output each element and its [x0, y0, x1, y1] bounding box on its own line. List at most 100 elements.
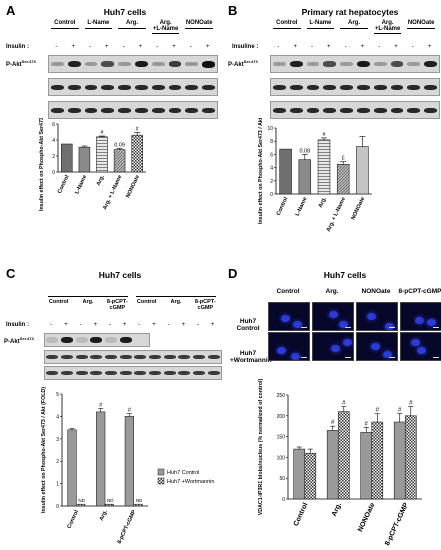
- blot-label: P-AktSer.473: [228, 59, 258, 68]
- y-tick-label: 0: [282, 497, 285, 503]
- insulin-sign: +: [105, 44, 109, 50]
- panel-a-insulin-label: Insulin :: [6, 44, 29, 50]
- blot-band: [193, 355, 205, 359]
- blot-band: [390, 107, 404, 113]
- micro-image: [356, 302, 398, 331]
- bar: [124, 416, 134, 507]
- group-underline: [407, 28, 435, 29]
- nucleus: [281, 315, 290, 322]
- insulin-sign: -: [310, 44, 313, 50]
- insulin-sign: -: [108, 322, 111, 328]
- blot-band: [163, 355, 176, 359]
- blot-band: [61, 371, 73, 375]
- insulin-sign: +: [360, 44, 365, 50]
- blot-band: [134, 371, 147, 375]
- insulin-sign: +: [327, 44, 331, 50]
- insulin-sign: -: [50, 322, 53, 328]
- insulin-sign: +: [152, 322, 156, 328]
- blot-band: [407, 84, 421, 90]
- group-underline: [136, 296, 216, 297]
- blot-band: [75, 337, 88, 343]
- nucleus: [427, 319, 436, 326]
- bar-annotation: #: [331, 420, 335, 426]
- blot-band: [178, 371, 191, 375]
- blot-band: [163, 371, 176, 375]
- x-tick-label: NONOate: [125, 174, 141, 199]
- x-tick-label: 8-pCPT-cGMP: [117, 509, 138, 545]
- insulin-sign: -: [55, 44, 58, 50]
- bar: [96, 411, 106, 507]
- insulin-sign: +: [172, 44, 176, 50]
- blot-band: [202, 107, 215, 113]
- panel-a-letter: A: [6, 3, 16, 18]
- blot-band: [101, 61, 115, 67]
- blot-band: [135, 60, 148, 68]
- bar: [371, 421, 384, 500]
- group-underline: [340, 28, 368, 29]
- blot-band: [407, 107, 421, 113]
- scale-bar: [433, 357, 439, 358]
- subgroup-header: 8-pCPT-cGMP: [194, 299, 216, 311]
- blot-band: [119, 355, 132, 359]
- micro-column-header: Arg.: [325, 288, 339, 295]
- blot-band: [101, 84, 115, 90]
- group-underline: [84, 28, 113, 29]
- bar-annotation: #: [376, 408, 380, 414]
- blot-band: [306, 107, 320, 113]
- micro-row-label: Huh7 +Wortmannin: [230, 350, 272, 364]
- x-tick-label: L-Name: [295, 196, 309, 217]
- group-underline: [151, 33, 180, 34]
- bar-annotation: #: [322, 132, 326, 138]
- nucleus: [417, 347, 426, 354]
- micro-column-header: 8-pCPT-cGMP: [398, 288, 441, 295]
- insulin-sign: +: [93, 322, 98, 328]
- blot-band: [273, 84, 286, 90]
- nucleus: [385, 323, 394, 330]
- blot-band: [168, 84, 182, 90]
- x-tick-label: Arg. + L-Name: [326, 196, 347, 232]
- panel-b-insulin-label: Insuline :: [232, 44, 259, 50]
- blot-band: [51, 62, 64, 66]
- subgroup-header: Control: [136, 299, 157, 305]
- blot-band: [424, 107, 437, 113]
- bar: [61, 143, 73, 173]
- blot-band: [105, 337, 117, 343]
- y-tick-label: 2: [56, 459, 59, 465]
- group-underline: [373, 33, 402, 34]
- scale-bar: [345, 357, 351, 358]
- group-header: Control: [54, 20, 76, 26]
- bar-annotation: #: [100, 130, 104, 136]
- y-tick-label: 0: [56, 504, 59, 510]
- x-tick-label: Arg.: [318, 196, 328, 209]
- legend-swatch: [157, 468, 165, 476]
- bar-annotation: #: [342, 401, 346, 407]
- panel-b-letter: B: [228, 3, 238, 18]
- insulin-sign: +: [138, 44, 143, 50]
- bar: [356, 146, 369, 195]
- bar-annotation: #: [365, 421, 369, 427]
- blot-band: [373, 107, 387, 113]
- group-header: Arg. +L-Name: [374, 20, 401, 32]
- micro-image: [268, 332, 310, 361]
- y-tick-label: 1: [56, 482, 59, 488]
- blot-band: [340, 107, 353, 113]
- y-axis-label: Insulin effect on Phospho-Akt Ser473 / A…: [41, 387, 47, 513]
- bar-annotation: 0.09: [114, 142, 125, 148]
- bar: [404, 415, 417, 500]
- x-tick-label: NONOate: [350, 196, 366, 221]
- bar: [393, 421, 406, 500]
- micro-image: [268, 302, 310, 331]
- x-tick-label: NONOate: [357, 502, 377, 533]
- micro-image: [356, 332, 398, 361]
- y-tick-label: 2: [270, 179, 273, 185]
- blot-band: [151, 62, 165, 66]
- y-tick-label: 4: [270, 166, 273, 172]
- panel-d-title: Huh7 cells: [323, 270, 367, 280]
- insulin-sign: -: [138, 322, 141, 328]
- subgroup-header: Arg.: [170, 299, 182, 305]
- bar: [279, 148, 292, 195]
- y-tick-label: 0: [52, 170, 55, 176]
- blot-band: [135, 107, 148, 113]
- blot-band: [306, 84, 320, 90]
- blot-band: [67, 60, 81, 68]
